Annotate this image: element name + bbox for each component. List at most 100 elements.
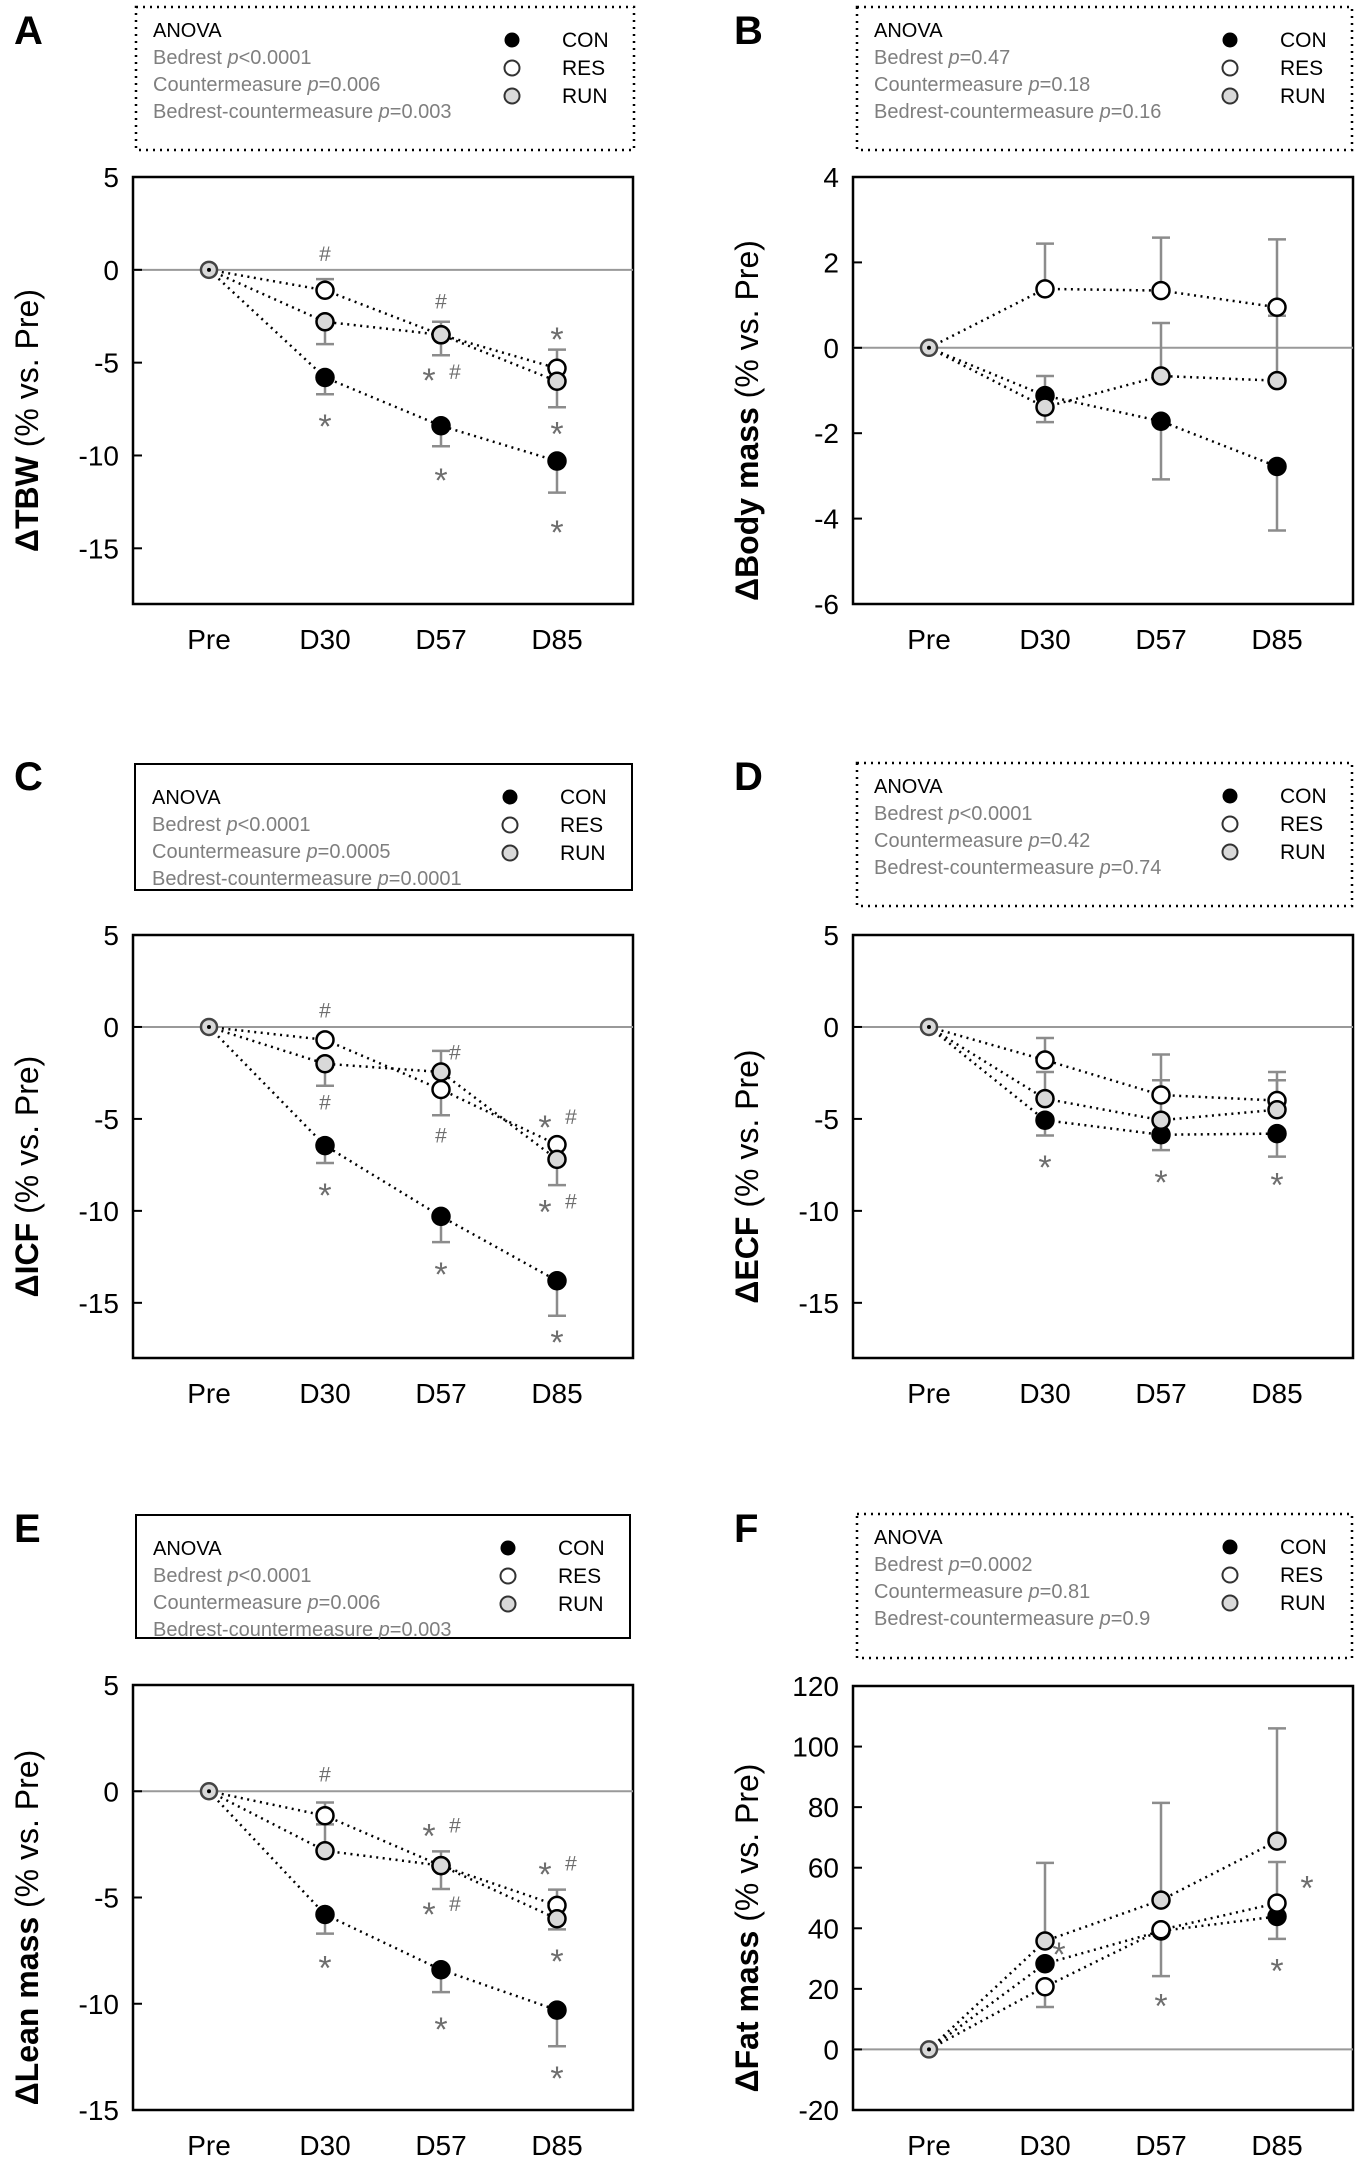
x-tick-label: Pre bbox=[187, 1378, 231, 1409]
anova-p-symbol: p bbox=[948, 47, 960, 69]
x-tick-label: D85 bbox=[1251, 2130, 1302, 2161]
anova-term: Bedrest bbox=[874, 803, 943, 825]
significance-asterisk: * bbox=[318, 408, 331, 446]
data-point-con bbox=[1267, 456, 1287, 477]
y-axis-title-unit: (% vs. Pre) bbox=[9, 289, 45, 456]
y-axis-title: ΔFat mass (% vs. Pre) bbox=[729, 1764, 765, 2093]
anova-p-symbol: p bbox=[1028, 74, 1040, 96]
anova-p-value: =0.16 bbox=[1111, 101, 1162, 123]
data-point-run bbox=[1151, 366, 1171, 386]
legend-marker-run bbox=[503, 87, 521, 105]
anova-p-symbol: p bbox=[377, 868, 389, 890]
data-point-con bbox=[431, 1206, 451, 1227]
anova-title: ANOVA bbox=[874, 776, 943, 798]
y-tick-label: 0 bbox=[103, 1012, 119, 1043]
anova-p-value: <0.0001 bbox=[239, 47, 312, 69]
legend-marker-run bbox=[1221, 843, 1239, 861]
legend-marker-run bbox=[1221, 1594, 1239, 1612]
y-tick-label: 5 bbox=[103, 920, 119, 951]
anova-p-symbol: p bbox=[378, 1619, 390, 1641]
anova-term: Countermeasure bbox=[153, 74, 302, 96]
legend-marker-run bbox=[501, 844, 519, 862]
anova-row: Bedrest p=0.0002 bbox=[874, 1554, 1032, 1576]
y-axis-title-main: ΔFat mass bbox=[729, 1931, 765, 2093]
data-point-res bbox=[431, 1079, 451, 1100]
x-tick-label: Pre bbox=[907, 624, 951, 655]
anova-p-symbol: p bbox=[227, 47, 239, 69]
y-axis-title: ΔECF (% vs. Pre) bbox=[729, 1049, 765, 1303]
anova-row: Countermeasure p=0.18 bbox=[874, 74, 1090, 96]
data-point-run bbox=[547, 371, 567, 391]
significance-asterisk: * bbox=[318, 1177, 331, 1215]
y-tick-label: -15 bbox=[79, 2095, 119, 2126]
legend-label-run: RUN bbox=[1280, 841, 1326, 864]
significance-hash: # bbox=[435, 290, 447, 313]
plot-frame bbox=[851, 933, 1355, 1360]
significance-hash: # bbox=[449, 1042, 461, 1065]
x-tick-label: D57 bbox=[415, 2130, 466, 2161]
significance-asterisk: * bbox=[1270, 1953, 1283, 1991]
anova-term: Countermeasure bbox=[152, 841, 301, 863]
anova-row: Countermeasure p=0.81 bbox=[874, 1581, 1090, 1603]
anova-p-value: <0.0001 bbox=[960, 803, 1033, 825]
legend-label-res: RES bbox=[562, 57, 605, 80]
anova-row: Bedrest p<0.0001 bbox=[153, 47, 311, 69]
anova-row: Bedrest-countermeasure p=0.16 bbox=[874, 101, 1161, 123]
anova-row: Bedrest-countermeasure p=0.003 bbox=[153, 101, 452, 123]
anova-p-value: =0.42 bbox=[1040, 830, 1091, 852]
data-point-res bbox=[1151, 1085, 1171, 1105]
data-point-run bbox=[431, 1855, 451, 1876]
y-tick-label: 0 bbox=[823, 333, 839, 364]
y-tick-label: -6 bbox=[814, 589, 839, 620]
significance-hash: # bbox=[435, 1124, 447, 1147]
series-line-con bbox=[208, 1790, 558, 2012]
significance-asterisk: * bbox=[1154, 1987, 1167, 2025]
y-tick-label: 0 bbox=[823, 1012, 839, 1043]
anova-row: Countermeasure p=0.006 bbox=[153, 74, 380, 96]
anova-term: Bedrest-countermeasure bbox=[874, 857, 1094, 879]
y-axis-title-main: ΔICF bbox=[9, 1223, 45, 1298]
anova-p-value: =0.9 bbox=[1111, 1608, 1150, 1630]
y-axis-title-main: ΔLean mass bbox=[9, 1917, 45, 2105]
data-point-con bbox=[547, 2000, 567, 2020]
legend-label-res: RES bbox=[1280, 1564, 1323, 1587]
anova-p-symbol: p bbox=[1099, 101, 1111, 123]
significance-asterisk: * bbox=[1300, 1869, 1313, 1907]
data-point-res bbox=[315, 280, 335, 300]
series-line-run bbox=[928, 346, 1278, 409]
y-axis-title-unit: (% vs. Pre) bbox=[9, 1750, 45, 1917]
legend-label-run: RUN bbox=[562, 85, 608, 108]
legend-label-run: RUN bbox=[560, 842, 606, 865]
x-tick-label: D85 bbox=[1251, 624, 1302, 655]
data-point-run bbox=[1151, 1110, 1171, 1130]
significance-asterisk: * bbox=[538, 1856, 551, 1894]
anova-term: Bedrest bbox=[874, 47, 943, 69]
legend-marker-con bbox=[1222, 788, 1238, 804]
data-point-con bbox=[547, 451, 567, 471]
y-axis-title-unit: (% vs. Pre) bbox=[9, 1056, 45, 1223]
data-point-pre-center bbox=[207, 1024, 211, 1029]
anova-title: ANOVA bbox=[153, 1538, 222, 1560]
data-point-res bbox=[315, 1030, 335, 1050]
anova-p-value: =0.003 bbox=[390, 101, 452, 123]
data-point-run bbox=[547, 1149, 567, 1170]
x-tick-label: Pre bbox=[907, 2130, 951, 2161]
y-axis-title-main: ΔBody mass bbox=[729, 407, 765, 601]
x-tick-label: D57 bbox=[1135, 624, 1186, 655]
data-point-run bbox=[315, 1053, 335, 1074]
data-point-run bbox=[1035, 397, 1055, 417]
legend-label-con: CON bbox=[1280, 29, 1327, 52]
y-tick-label: -15 bbox=[799, 1288, 839, 1319]
significance-hash: # bbox=[319, 999, 331, 1022]
significance-hash: # bbox=[319, 243, 331, 266]
data-point-run bbox=[1035, 1088, 1055, 1109]
legend-box bbox=[134, 763, 633, 891]
anova-row: Bedrest-countermeasure p=0.003 bbox=[153, 1619, 452, 1641]
legend-label-res: RES bbox=[558, 1565, 601, 1588]
y-tick-label: -10 bbox=[799, 1196, 839, 1227]
significance-hash: # bbox=[319, 1763, 331, 1786]
